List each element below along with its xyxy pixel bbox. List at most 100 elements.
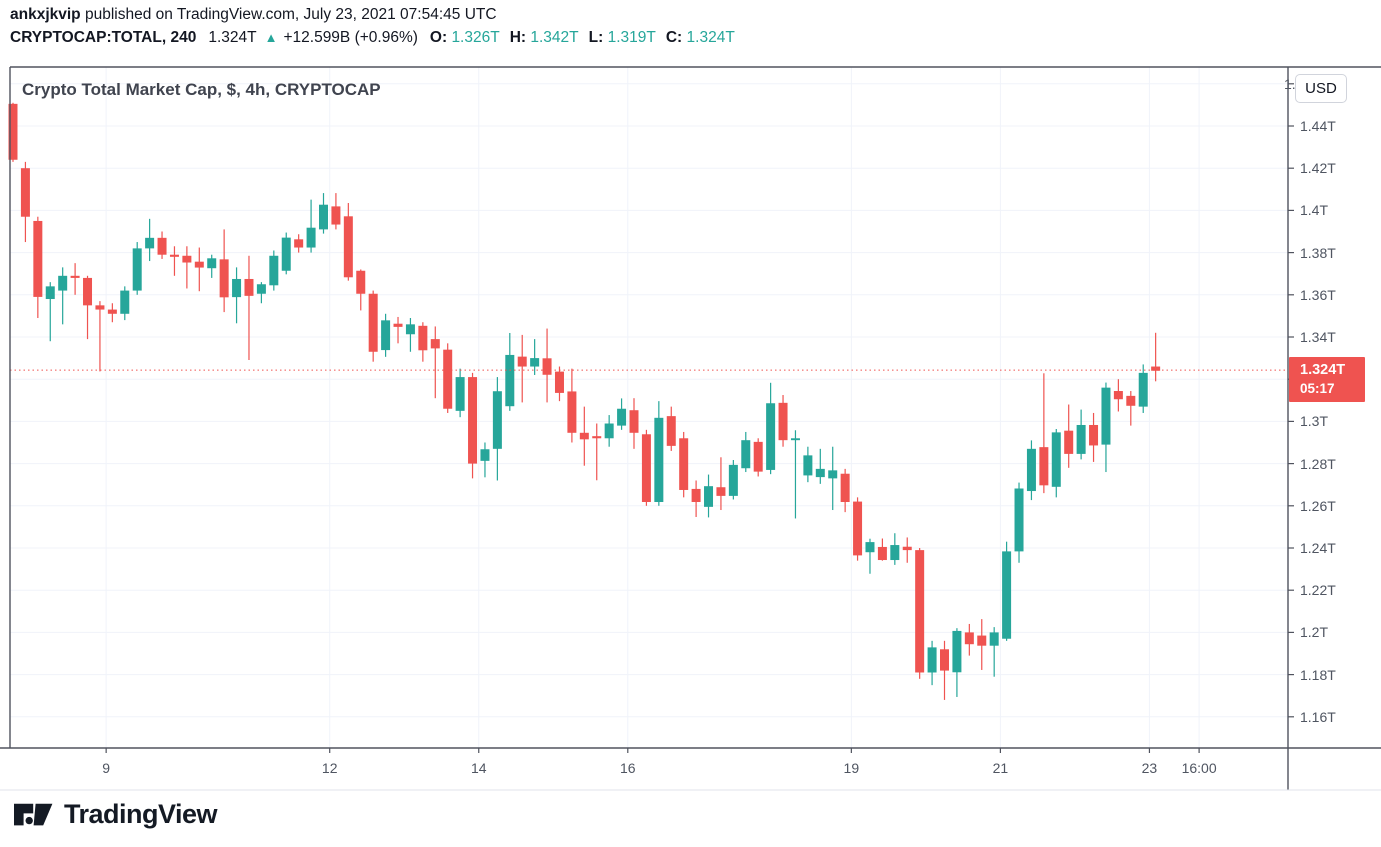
candle-body [828,470,838,479]
candle-body [964,632,974,645]
price-axis-label: 1.38T [1300,244,1336,261]
candle-body [157,237,167,255]
candle-body [33,220,43,297]
candle-body [145,237,155,249]
candle-body [840,473,850,503]
candle-wick [310,199,312,253]
candle-wick [819,448,821,484]
candle-body [704,486,714,507]
time-axis-label: 23 [1141,760,1158,776]
candle-body [865,542,875,553]
candle-wick [534,339,536,375]
candle-wick [521,334,523,403]
candle-body [319,204,328,230]
candle-wick [1155,332,1157,382]
candle-body [554,371,564,393]
time-axis-label: 21 [992,760,1009,776]
candle-wick [869,538,871,574]
chart-legend-title: Crypto Total Market Cap, $, 4h, CRYPTOCA… [22,80,381,99]
symbol-interval: CRYPTOCAP:TOTAL, 240 [10,29,197,46]
candle-body [219,259,229,298]
high-value: 1.342T [530,29,579,46]
candle-body [8,103,18,160]
tradingview-logo[interactable]: TradingView [14,799,218,830]
candle-wick [198,247,200,292]
candle-body [45,286,55,300]
candle-wick [186,246,188,289]
candle-body [393,323,403,327]
quote-open: O: 1.326T [430,29,500,47]
candle-body [815,468,825,478]
candle-body [70,275,80,278]
candle-wick [1130,391,1132,426]
candle-wick [74,263,76,295]
price-axis-label: 1.34T [1300,329,1336,345]
candle-body [629,410,639,433]
candle-wick [409,318,412,352]
candle-body [343,216,353,278]
candle-body [641,434,651,503]
candle-body [368,293,378,352]
time-axis-label: 19 [843,760,860,776]
candle-body [492,391,502,449]
candle-body [1026,448,1036,492]
time-axis-label: 16 [619,760,636,776]
candle-body [1076,424,1086,454]
price-axis-label: 1.36T [1300,286,1336,303]
price-axis-label: 1.24T [1300,540,1336,556]
candle-wick [794,430,797,519]
candle-wick [49,282,51,342]
last-price: 1.324T [208,29,257,46]
candle-body [778,402,788,441]
candle-wick [720,457,722,511]
candle-body [207,258,217,269]
published-text: published on TradingView.com, July 23, 2… [80,6,497,23]
candle-body [604,423,614,439]
candle-body [169,254,179,257]
candle-body [853,501,863,556]
candle-body [1126,395,1136,406]
candle-body [989,632,999,646]
tradingview-logo-icon [14,803,53,825]
price-axis-label: 1.16T [1300,708,1336,725]
open-value: 1.326T [451,29,500,46]
candle-body [728,464,738,496]
candle-wick [397,316,399,344]
price-axis-label: 1.4T [1300,202,1329,219]
time-axis-label: 12 [321,760,338,776]
candle-body [741,440,751,469]
candle-body [1039,447,1049,486]
candle-body [1002,551,1012,639]
candle-body [1064,430,1074,454]
price-axis-label: 1.28T [1300,455,1336,472]
close-label: C: [665,29,683,46]
candle-wick [1043,373,1045,494]
quote-low: L: 1.319T [589,29,656,47]
candle-body [381,320,391,351]
candle-body [294,239,304,248]
price-axis-label: 1.22T [1300,582,1336,599]
candle-body [120,290,130,314]
candle-body [480,449,490,461]
candle-body [753,441,763,472]
candle-wick [596,423,598,481]
candle-body [1089,424,1099,446]
candle-body [331,206,341,225]
currency-toggle-button[interactable]: USD [1295,74,1347,103]
quote-high: H: 1.342T [510,29,579,47]
low-label: L: [588,29,604,46]
candle-body [58,275,68,291]
close-value: 1.324T [686,29,735,46]
candle-body [902,546,912,551]
price-change: +12.599B (+0.96%) [283,29,418,46]
candle-body [666,416,676,446]
candle-body [803,455,813,476]
low-value: 1.319T [607,29,656,46]
candle-body [244,278,254,296]
candle-body [977,635,987,646]
author-username: ankxjkvip [10,6,81,23]
quote-close: C: 1.324T [666,29,735,47]
price-axis-label: 1.26T [1300,497,1336,514]
candle-wick [99,301,101,372]
